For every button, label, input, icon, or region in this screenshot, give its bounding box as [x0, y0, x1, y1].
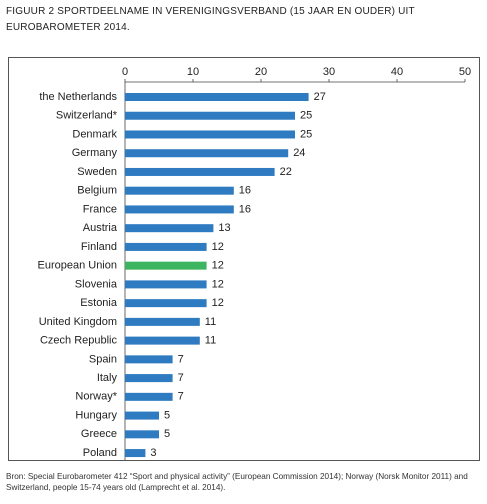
- value-label: 25: [300, 128, 312, 140]
- bar: [125, 299, 207, 308]
- value-label: 12: [212, 241, 224, 253]
- chart-title: FIGUUR 2 SPORTDEELNAME IN VERENIGINGSVER…: [6, 6, 415, 33]
- y-tick-label: Austria: [83, 222, 118, 234]
- y-tick-label: Greece: [81, 428, 117, 440]
- bar: [125, 111, 295, 120]
- y-tick-label: Poland: [83, 447, 117, 459]
- bar: [125, 149, 289, 158]
- x-tick-label: 40: [391, 66, 403, 78]
- value-label: 11: [205, 316, 216, 328]
- bar: [125, 93, 309, 101]
- x-tick-label: 0: [122, 66, 128, 78]
- value-label: 22: [280, 166, 292, 178]
- bar: [125, 374, 173, 383]
- value-label: 24: [293, 147, 305, 159]
- x-tick-label: 20: [255, 66, 267, 78]
- y-tick-label: France: [83, 203, 117, 215]
- chart-frame: [8, 57, 480, 461]
- bar: [125, 205, 234, 214]
- x-tick-label: 10: [187, 66, 199, 78]
- bar: [125, 411, 159, 420]
- bar: [125, 355, 173, 364]
- y-tick-label: Belgium: [77, 185, 117, 197]
- y-tick-label: Slovenia: [75, 278, 118, 290]
- value-label: 3: [150, 447, 156, 459]
- y-tick-label: Sweden: [77, 166, 117, 178]
- value-label: 12: [212, 278, 224, 290]
- bar: [125, 430, 159, 439]
- y-tick-label: Czech Republic: [40, 335, 118, 347]
- bar: [125, 186, 234, 195]
- bar: [125, 392, 173, 401]
- bar: [125, 317, 200, 326]
- value-label: 11: [205, 335, 216, 347]
- y-tick-label: European Union: [37, 260, 117, 272]
- value-label: 13: [218, 222, 230, 234]
- y-tick-label: Germany: [72, 147, 118, 159]
- y-tick-label: Spain: [89, 353, 117, 365]
- x-tick-label: 50: [459, 66, 471, 78]
- value-label: 7: [178, 372, 184, 384]
- bar: [125, 224, 214, 233]
- value-label: 27: [314, 91, 326, 103]
- y-tick-label: Estonia: [80, 297, 118, 309]
- value-label: 7: [178, 391, 184, 403]
- bar: [125, 242, 207, 251]
- source-note: Bron: Special Eurobarometer 412 “Sport a…: [6, 472, 468, 492]
- bar: [125, 261, 207, 270]
- y-tick-label: Hungary: [75, 409, 117, 421]
- x-tick-label: 30: [323, 66, 335, 78]
- y-tick-label: Switzerland*: [56, 110, 118, 122]
- value-label: 16: [239, 203, 251, 215]
- value-label: 7: [178, 353, 184, 365]
- bar: [125, 449, 146, 458]
- value-label: 16: [239, 185, 251, 197]
- bar: [125, 130, 295, 139]
- bar: [125, 167, 275, 176]
- y-tick-label: Denmark: [72, 128, 117, 140]
- value-label: 5: [164, 428, 170, 440]
- value-label: 25: [300, 110, 312, 122]
- value-label: 12: [212, 260, 224, 272]
- bar: [125, 336, 200, 345]
- value-label: 12: [212, 297, 224, 309]
- y-tick-label: Italy: [97, 372, 118, 384]
- value-label: 5: [164, 409, 170, 421]
- y-tick-label: Norway*: [75, 391, 117, 403]
- y-tick-label: United Kingdom: [39, 316, 117, 328]
- y-tick-label: Finland: [81, 241, 117, 253]
- y-tick-label: the Netherlands: [39, 91, 117, 103]
- bar: [125, 280, 207, 289]
